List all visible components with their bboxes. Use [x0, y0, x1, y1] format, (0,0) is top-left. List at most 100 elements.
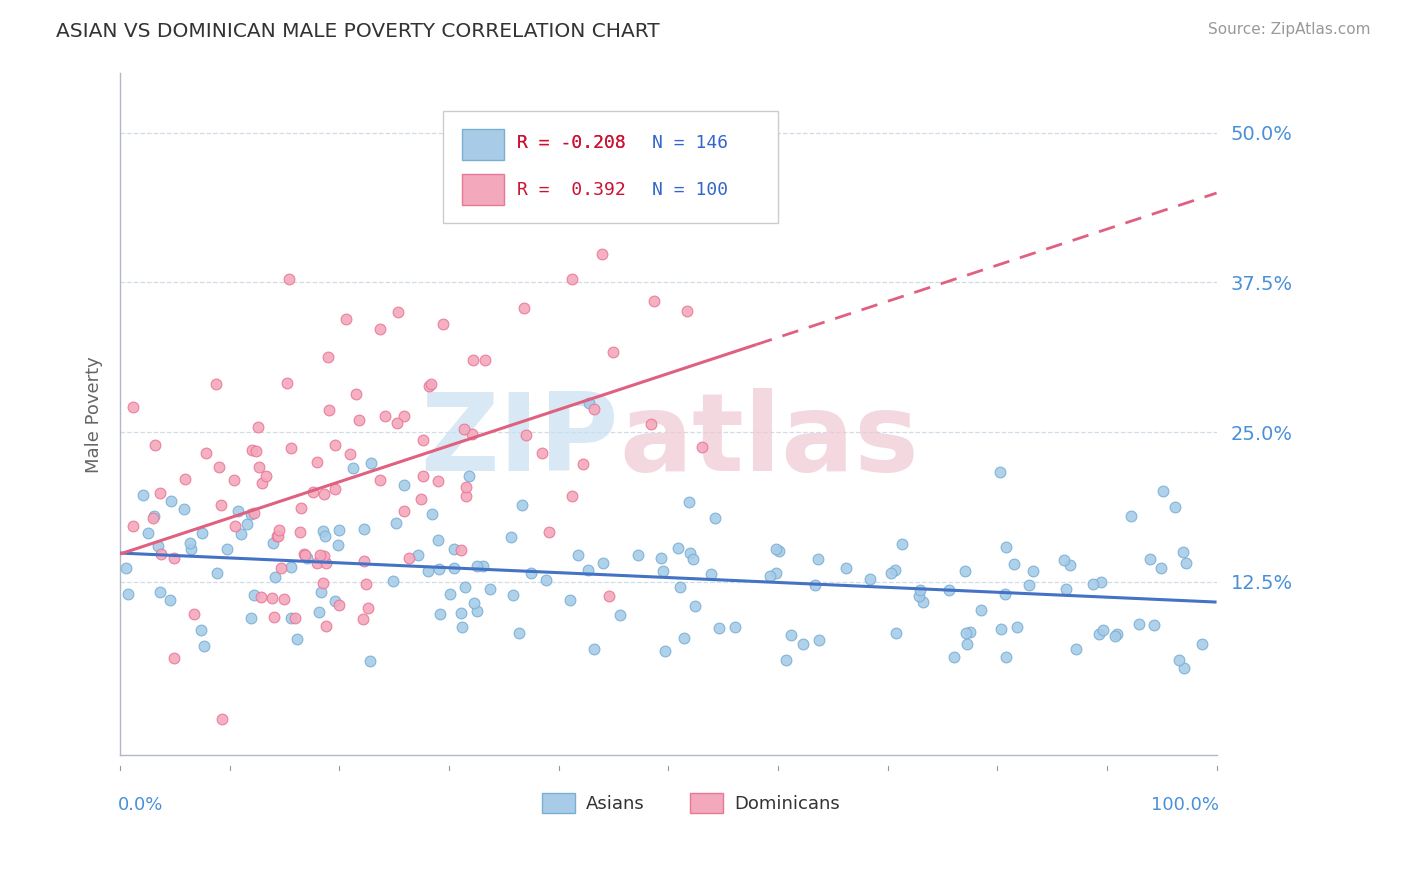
Point: [193, 640, 215, 654]
Point: [685, 599, 707, 613]
Point: [280, 560, 302, 574]
Point: [627, 548, 650, 562]
Point: [454, 580, 477, 594]
Point: [1002, 558, 1025, 572]
Point: [190, 525, 212, 540]
Point: [382, 574, 405, 588]
Point: [558, 592, 581, 607]
Point: [1152, 484, 1174, 499]
Point: [190, 624, 212, 638]
Point: [538, 524, 561, 539]
Point: [347, 412, 370, 426]
Point: [808, 633, 831, 648]
Point: [803, 578, 825, 592]
Point: [567, 548, 589, 562]
Point: [217, 541, 239, 556]
Point: [576, 563, 599, 577]
Point: [591, 246, 613, 260]
Point: [420, 507, 443, 521]
Point: [179, 536, 201, 550]
FancyBboxPatch shape: [543, 793, 575, 814]
Point: [911, 594, 934, 608]
Point: [955, 626, 977, 640]
Point: [412, 469, 434, 483]
Point: [339, 447, 361, 461]
Point: [149, 547, 172, 561]
Text: ZIP: ZIP: [420, 388, 619, 494]
Point: [370, 473, 392, 487]
Point: [302, 484, 325, 499]
Point: [183, 607, 205, 621]
Point: [592, 556, 614, 570]
Point: [263, 609, 285, 624]
Point: [224, 519, 246, 533]
Point: [1104, 629, 1126, 643]
Point: [222, 473, 245, 487]
Point: [309, 585, 332, 599]
Point: [163, 651, 186, 665]
Point: [254, 469, 277, 483]
Point: [418, 379, 440, 393]
FancyBboxPatch shape: [463, 129, 503, 160]
Point: [357, 600, 380, 615]
Point: [314, 549, 336, 564]
Point: [392, 409, 415, 423]
Point: [360, 457, 382, 471]
Point: [323, 438, 346, 452]
Point: [160, 493, 183, 508]
Point: [385, 416, 408, 430]
Point: [880, 566, 903, 580]
Point: [724, 620, 747, 634]
Point: [512, 301, 534, 316]
Point: [995, 649, 1018, 664]
Point: [678, 495, 700, 509]
Point: [443, 541, 465, 556]
Point: [247, 460, 270, 475]
Point: [1173, 661, 1195, 675]
Point: [307, 556, 329, 570]
Point: [501, 530, 523, 544]
Point: [465, 559, 488, 574]
Point: [835, 561, 858, 575]
Point: [1119, 508, 1142, 523]
Point: [679, 546, 702, 560]
Point: [243, 507, 266, 521]
Point: [368, 322, 391, 336]
Point: [308, 548, 330, 562]
Point: [956, 636, 979, 650]
Point: [609, 608, 631, 623]
Y-axis label: Male Poverty: Male Poverty: [86, 356, 103, 473]
Point: [943, 649, 966, 664]
Point: [312, 576, 335, 591]
Point: [450, 620, 472, 634]
Point: [669, 581, 692, 595]
Point: [1107, 627, 1129, 641]
Point: [519, 566, 541, 580]
Point: [690, 440, 713, 454]
Point: [582, 402, 605, 417]
Point: [1005, 620, 1028, 634]
Point: [995, 540, 1018, 554]
Point: [1018, 578, 1040, 592]
Point: [308, 605, 330, 619]
Text: ASIAN VS DOMINICAN MALE POVERTY CORRELATION CHART: ASIAN VS DOMINICAN MALE POVERTY CORRELAT…: [56, 22, 659, 41]
Point: [429, 607, 451, 621]
Point: [146, 539, 169, 553]
Point: [315, 619, 337, 633]
Point: [406, 549, 429, 563]
Point: [1054, 582, 1077, 597]
Point: [938, 583, 960, 598]
Point: [908, 583, 931, 598]
Point: [335, 312, 357, 326]
FancyBboxPatch shape: [463, 174, 503, 204]
Point: [312, 487, 335, 501]
Point: [359, 654, 381, 668]
Point: [643, 293, 665, 308]
Point: [323, 594, 346, 608]
Text: Dominicans: Dominicans: [734, 795, 839, 813]
Point: [145, 438, 167, 452]
Point: [173, 501, 195, 516]
Point: [1164, 500, 1187, 515]
Point: [385, 516, 408, 530]
Point: [1149, 560, 1171, 574]
